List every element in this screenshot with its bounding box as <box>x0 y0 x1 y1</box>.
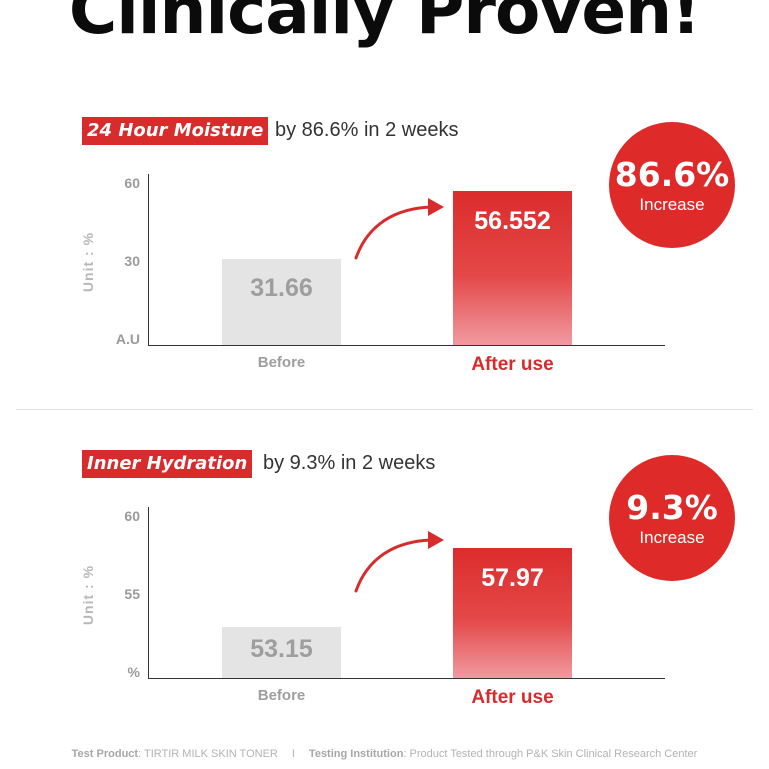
increase-badge: 86.6% Increase <box>609 122 735 248</box>
y-axis-line <box>148 174 149 346</box>
category-after: After use <box>471 687 554 708</box>
footer-institution-label: Testing Institution <box>308 748 404 760</box>
value-label-before: 53.15 <box>250 634 313 663</box>
footer-product-value: : TIRTIR MILK SKIN TONER <box>138 748 278 760</box>
section-divider <box>16 409 753 410</box>
increase-percent: 9.3% <box>626 488 718 527</box>
bar-after <box>453 548 572 678</box>
y-axis-line <box>148 507 149 679</box>
increase-badge: 9.3% Increase <box>609 455 735 581</box>
chart-tag: 24 Hour Moisture <box>82 117 269 145</box>
y-tick-mid: 55 <box>124 586 140 602</box>
value-label-after: 56.552 <box>474 207 551 236</box>
increase-label: Increase <box>639 528 705 547</box>
chart-24-hour-moisture: 24 Hour Moisture by 86.6% in 2 weeks 86.… <box>0 110 769 410</box>
y-axis-label: Unit : % <box>80 231 96 293</box>
value-label-before: 31.66 <box>250 274 313 303</box>
chart-subtitle: by 9.3% in 2 weeks <box>263 452 436 474</box>
increase-percent: 86.6% <box>614 155 730 194</box>
y-tick-top: 60 <box>124 508 140 524</box>
category-after: After use <box>471 354 554 375</box>
y-axis-label: Unit : % <box>80 564 96 626</box>
x-axis-line <box>148 678 665 679</box>
category-before: Before <box>257 354 306 371</box>
y-tick-mid: 30 <box>124 253 140 269</box>
increase-label: Increase <box>639 195 705 214</box>
bar-before <box>222 258 341 345</box>
footer-product-label: Test Product <box>71 748 139 760</box>
x-axis-line <box>148 345 665 346</box>
chart-inner-hydration: Inner Hydration by 9.3% in 2 weeks 9.3% … <box>0 443 769 743</box>
page-headline: Clinically Proven! <box>68 0 701 49</box>
chart-subtitle: by 86.6% in 2 weeks <box>275 119 459 141</box>
footer-institution-value: : Product Tested through P&K Skin Clinic… <box>403 748 698 760</box>
y-tick-bottom: % <box>127 664 140 680</box>
bar-after <box>453 191 572 345</box>
value-label-after: 57.97 <box>481 564 544 593</box>
bar-before <box>222 626 341 678</box>
footer-separator: I <box>291 748 295 760</box>
y-tick-bottom: A.U <box>115 331 140 347</box>
increase-arrow-icon <box>354 531 444 593</box>
y-tick-top: 60 <box>124 175 140 191</box>
footer-note: Test Product: TIRTIR MILK SKIN TONER I Tes… <box>0 748 769 760</box>
increase-arrow-icon <box>354 198 444 260</box>
chart-tag: Inner Hydration <box>82 450 253 478</box>
category-before: Before <box>257 687 306 704</box>
